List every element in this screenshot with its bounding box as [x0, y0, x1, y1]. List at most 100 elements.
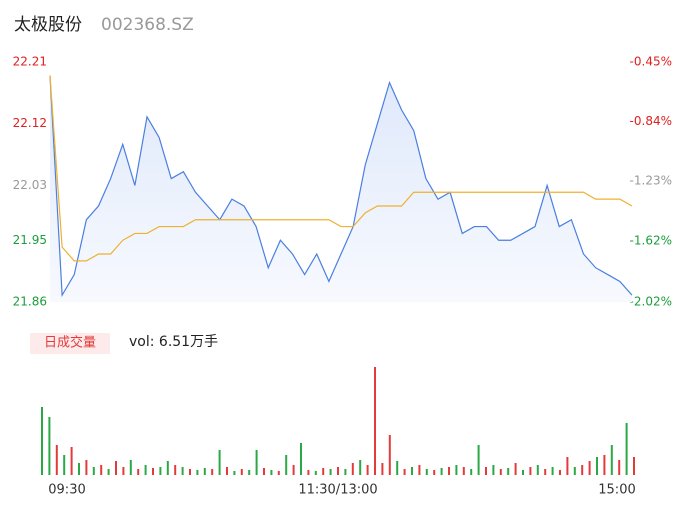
volume-bar: [522, 470, 524, 475]
y-tick-label: 22.12: [13, 116, 47, 130]
volume-bar: [351, 463, 354, 475]
volume-bar: [536, 465, 539, 475]
volume-bar: [174, 465, 177, 475]
volume-bar: [485, 467, 487, 475]
volume-bar: [240, 469, 243, 475]
volume-bar: [374, 367, 376, 475]
y2-tick-label: -2.02%: [630, 295, 672, 309]
volume-bar: [292, 465, 295, 475]
volume-annotation: vol: 6.51万手: [129, 334, 218, 350]
volume-bar: [544, 469, 547, 475]
volume-bar: [115, 461, 117, 475]
volume-bar: [448, 467, 450, 475]
x-tick-label: 15:00: [598, 483, 635, 498]
volume-bar: [100, 465, 103, 475]
y-tick-label: 21.86: [13, 295, 47, 309]
volume-bar: [63, 455, 66, 475]
volume-bar: [203, 468, 206, 475]
volume-bar: [425, 469, 428, 475]
volume-bar: [329, 469, 332, 475]
volume-bar: [137, 469, 140, 475]
volume-bar: [588, 461, 591, 475]
volume-bar: [433, 470, 436, 475]
volume-bar: [633, 457, 635, 475]
volume-bar: [381, 463, 384, 475]
volume-bar: [337, 467, 339, 475]
volume-bar: [129, 460, 132, 475]
price-area: [50, 75, 632, 302]
x-tick-label: 11:30/13:00: [298, 483, 377, 498]
stock-name: 太极股份: [14, 15, 82, 35]
volume-bar: [418, 465, 421, 475]
volume-bar: [48, 417, 51, 475]
volume-bar: [566, 457, 569, 475]
volume-bar: [166, 461, 169, 475]
line-average: [49, 75, 633, 262]
x-tick-label: 09:30: [48, 483, 85, 498]
volume-bar: [122, 467, 125, 475]
volume-bar: [248, 470, 251, 475]
volume-bar: [618, 460, 621, 475]
volume-bar: [596, 457, 598, 475]
y-tick-label: 22.21: [13, 55, 47, 69]
volume-bar: [270, 470, 273, 475]
volume-bar: [152, 468, 154, 475]
volume-bar: [314, 471, 317, 475]
volume-bar: [226, 467, 228, 475]
volume-bar: [551, 467, 554, 475]
volume-bar: [263, 468, 265, 475]
volume-bar: [477, 445, 480, 475]
volume-bar: [581, 465, 584, 475]
volume-bar: [455, 465, 458, 475]
y2-tick-label: -1.23%: [630, 174, 672, 188]
volume-bar: [499, 469, 502, 475]
volume-bar: [218, 450, 221, 475]
y-tick-label: 21.95: [13, 233, 47, 247]
y2-tick-label: -0.84%: [630, 114, 672, 128]
volume-bar: [233, 471, 236, 475]
volume-bar: [85, 460, 88, 475]
volume-bar: [559, 470, 561, 475]
stock-code: 002368.SZ: [101, 15, 194, 35]
volume-bar: [573, 467, 576, 475]
legend-box: [30, 333, 110, 354]
volume-bar: [388, 435, 391, 475]
volume-bar: [507, 468, 510, 475]
volume-bar: [366, 465, 369, 475]
volume-legend: 日成交量: [44, 335, 96, 351]
volume-bar: [307, 470, 310, 475]
volume-bar: [603, 455, 606, 475]
volume-bar: [144, 465, 147, 475]
volume-bar: [529, 467, 532, 475]
volume-bar: [610, 445, 613, 475]
volume-bar: [211, 469, 214, 475]
volume-bar: [396, 461, 399, 475]
volume-bar: [359, 460, 362, 475]
volume-bar: [189, 469, 191, 475]
volume-bar: [403, 469, 406, 475]
volume-bar: [55, 445, 58, 475]
volume-bar: [625, 423, 628, 475]
volume-bar: [411, 467, 413, 475]
volume-bar: [107, 469, 110, 475]
volume-bar: [440, 468, 443, 475]
volume-bar: [322, 468, 325, 475]
volume-bar: [462, 467, 465, 475]
volume-bar: [255, 450, 258, 475]
volume-bar: [300, 443, 302, 475]
volume-bar: [41, 407, 43, 475]
volume-bar: [92, 467, 95, 475]
volume-bar: [277, 471, 280, 475]
volume-bar: [514, 463, 517, 475]
volume-bar: [344, 469, 347, 475]
volume-bar: [285, 455, 288, 475]
y-tick-label: 22.03: [13, 178, 47, 192]
volume-bar: [181, 467, 184, 475]
volume-bar: [492, 465, 495, 475]
volume-bar: [70, 447, 73, 475]
volume-bar: [470, 469, 473, 475]
volume-bar: [196, 470, 199, 475]
line-price: [49, 75, 633, 298]
volume-bar: [78, 463, 80, 475]
